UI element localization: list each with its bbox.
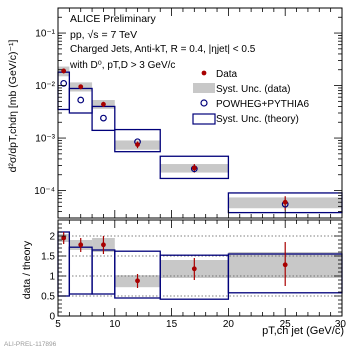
legend-data-label: Data: [216, 69, 238, 80]
main-y-tick-label: 10⁻²: [35, 81, 55, 92]
ratio-y-tick-label: 2: [49, 232, 55, 243]
preliminary-id: ALI-PREL-117896: [4, 341, 57, 348]
ratio-theory-syst-box: [91, 249, 116, 295]
ratio-point: [101, 242, 106, 248]
annotation-jets: Charged Jets, Anti-kT, R = 0.4, |ηjet| <…: [70, 44, 256, 55]
main-y-tick-label: 10⁻³: [35, 134, 55, 145]
legend-theory-marker: [200, 99, 208, 107]
ratio-point: [78, 242, 84, 248]
ratio-y-tick-label: 1: [49, 272, 55, 283]
x-tick-label: 25: [280, 319, 292, 330]
annotation-system: pp, √s = 7 TeV: [70, 29, 137, 41]
x-axis-title: pT,ch jet (GeV/c): [262, 325, 344, 337]
annotation-alice: ALICE Preliminary: [70, 13, 157, 25]
legend-theory-label: POWHEG+PYTHIA6: [216, 99, 310, 110]
x-tick-label: 20: [223, 319, 235, 330]
theory-syst-box: [159, 155, 230, 180]
main-y-axis-title: d²σ/dpT,chdη [mb (GeV/c)⁻¹]: [7, 40, 19, 173]
theory-syst-box: [68, 87, 93, 114]
x-tick-label: 10: [109, 319, 121, 330]
legend-data-marker: [201, 70, 207, 76]
theory-point: [60, 79, 68, 87]
ratio-point: [282, 262, 288, 268]
ratio-point: [61, 235, 67, 241]
legend: Data Syst. Unc. (data) POWHEG+PYTHIA6 Sy…: [192, 69, 310, 125]
data-point: [101, 101, 106, 107]
x-tick-label: 15: [166, 319, 178, 330]
ratio-point: [135, 278, 140, 284]
ratio-y-tick-label: 0: [49, 312, 55, 323]
legend-theory-syst-label: Syst. Unc. (theory): [216, 114, 299, 125]
x-tick-label: 5: [55, 319, 61, 330]
data-point: [78, 84, 84, 90]
annotation-dmeson: with D⁰, pT,D > 3 GeV/c: [69, 60, 175, 71]
theory-syst-box: [114, 128, 161, 153]
data-point: [191, 165, 197, 171]
ratio-theory-syst-box: [68, 246, 93, 295]
ratio-point: [191, 266, 197, 272]
data-point: [135, 142, 140, 148]
axes: 10⁻¹10⁻²10⁻³10⁻⁴00.511.525 10 15 20 25 30: [34, 7, 346, 330]
theory-syst-box: [91, 105, 116, 132]
ratio-y-tick-label: 1.5: [41, 252, 55, 263]
legend-data-syst-swatch: [193, 83, 215, 93]
main-y-tick-label: 10⁻⁴: [34, 186, 55, 197]
data-point: [61, 68, 67, 74]
ratio-panel-marks: [57, 231, 343, 300]
theory-point: [100, 114, 107, 122]
theory-point: [77, 96, 85, 104]
legend-data-syst-label: Syst. Unc. (data): [216, 84, 290, 95]
legend-theory-syst-swatch: [192, 113, 216, 125]
x-tick-label: 30: [335, 319, 346, 330]
ratio-y-tick-label: 0.5: [41, 292, 55, 303]
ratio-y-axis-title: data / theory: [21, 240, 33, 299]
data-point: [282, 199, 288, 205]
main-y-tick-label: 10⁻¹: [35, 29, 55, 40]
